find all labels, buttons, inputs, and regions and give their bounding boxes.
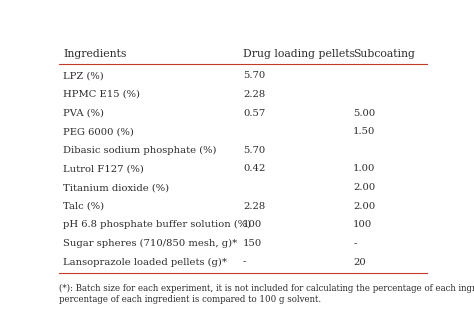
Text: Ingredients: Ingredients (63, 49, 126, 59)
Text: Talc (%): Talc (%) (63, 202, 104, 211)
Text: (*): Batch size for each experiment, it is not included for calculating the perc: (*): Batch size for each experiment, it … (59, 284, 474, 304)
Text: 2.28: 2.28 (243, 90, 265, 99)
Text: 2.28: 2.28 (243, 202, 265, 211)
Text: 1.00: 1.00 (353, 164, 375, 173)
Text: 5.70: 5.70 (243, 146, 265, 155)
Text: 100: 100 (353, 220, 373, 229)
Text: -: - (243, 257, 246, 266)
Text: Subcoating: Subcoating (353, 49, 415, 59)
Text: 2.00: 2.00 (353, 183, 375, 192)
Text: Dibasic sodium phosphate (%): Dibasic sodium phosphate (%) (63, 146, 217, 155)
Text: Sugar spheres (710/850 mesh, g)*: Sugar spheres (710/850 mesh, g)* (63, 239, 237, 248)
Text: 150: 150 (243, 239, 262, 248)
Text: 20: 20 (353, 257, 366, 266)
Text: PVA (%): PVA (%) (63, 109, 104, 118)
Text: 100: 100 (243, 220, 262, 229)
Text: Drug loading pellets: Drug loading pellets (243, 49, 355, 59)
Text: 5.70: 5.70 (243, 71, 265, 80)
Text: Lansoprazole loaded pellets (g)*: Lansoprazole loaded pellets (g)* (63, 257, 227, 266)
Text: Titanium dioxide (%): Titanium dioxide (%) (63, 183, 169, 192)
Text: LPZ (%): LPZ (%) (63, 71, 104, 80)
Text: 1.50: 1.50 (353, 127, 375, 136)
Text: Lutrol F127 (%): Lutrol F127 (%) (63, 164, 144, 173)
Text: PEG 6000 (%): PEG 6000 (%) (63, 127, 134, 136)
Text: 0.42: 0.42 (243, 164, 265, 173)
Text: 2.00: 2.00 (353, 202, 375, 211)
Text: 5.00: 5.00 (353, 109, 375, 118)
Text: pH 6.8 phosphate buffer solution (%): pH 6.8 phosphate buffer solution (%) (63, 220, 251, 229)
Text: HPMC E15 (%): HPMC E15 (%) (63, 90, 140, 99)
Text: 0.57: 0.57 (243, 109, 265, 118)
Text: -: - (353, 239, 356, 248)
